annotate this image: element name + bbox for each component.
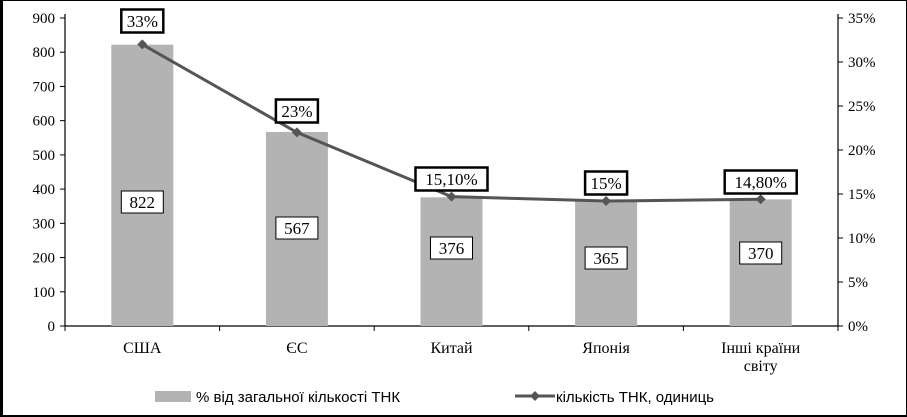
line-point: [446, 191, 457, 202]
bar-data-label: 376: [439, 239, 465, 258]
bar: [111, 44, 174, 327]
y-right-tick-label: 15%: [848, 187, 876, 203]
y-left-tick-label: 200: [33, 251, 56, 267]
x-category-label: США: [123, 340, 162, 357]
y-left-tick-label: 800: [33, 45, 56, 61]
line-data-label-box: [414, 166, 489, 192]
y-right-tick-label: 0%: [848, 319, 868, 335]
line-point: [601, 196, 612, 207]
line-data-label: 33%: [127, 12, 158, 31]
y-left-tick-label: 900: [33, 11, 56, 27]
legend-bar-swatch: [155, 391, 191, 402]
line-data-label-box: [583, 170, 629, 196]
x-category-label: Японія: [582, 340, 630, 357]
y-left-tick-label: 100: [33, 285, 56, 301]
line-data-label: 23%: [281, 102, 312, 121]
legend-line-marker: [530, 391, 540, 401]
line-point: [755, 194, 766, 205]
line-data-label: 15%: [591, 174, 622, 193]
line-point: [291, 127, 302, 138]
bar-data-label: 370: [748, 244, 774, 263]
y-right-tick-label: 30%: [848, 55, 876, 71]
line-data-label-box: [723, 169, 798, 195]
y-left-tick-label: 600: [33, 114, 56, 130]
line-point: [137, 39, 148, 50]
y-left-tick-label: 300: [33, 216, 56, 232]
bar-data-label-box: [430, 236, 473, 260]
line-data-label: 14,80%: [734, 173, 786, 192]
legend-line-label: кількість ТНК, одиниць: [556, 389, 714, 406]
y-right-tick-label: 5%: [848, 275, 868, 291]
y-left-tick-label: 0: [48, 319, 56, 335]
bar-data-label-box: [584, 246, 628, 270]
line-data-label: 15,10%: [425, 170, 477, 189]
bar-data-label-box: [275, 216, 319, 240]
y-right-tick-label: 25%: [848, 99, 876, 115]
x-category-label: світу: [744, 358, 778, 375]
y-left-tick-label: 500: [33, 148, 56, 164]
bar-data-label-box: [120, 190, 164, 214]
bar-data-label: 567: [284, 219, 310, 238]
x-category-label: Китай: [430, 340, 473, 357]
x-category-label: ЄС: [286, 340, 307, 357]
x-category-label: Інші країни: [721, 340, 801, 357]
y-right-tick-label: 20%: [848, 143, 876, 159]
line-data-label-box: [120, 8, 165, 34]
y-left-tick-label: 400: [33, 182, 56, 198]
bar-data-label-box: [739, 241, 783, 265]
bar-data-label: 822: [130, 193, 156, 212]
legend-bar-label: % від загальної кількості ТНК: [196, 389, 400, 406]
y-right-tick-label: 10%: [848, 231, 876, 247]
y-left-tick-label: 700: [33, 79, 56, 95]
bar-data-label: 365: [593, 249, 619, 268]
line-data-label-box: [274, 98, 320, 124]
y-right-tick-label: 35%: [848, 11, 876, 27]
bar: [420, 197, 483, 326]
